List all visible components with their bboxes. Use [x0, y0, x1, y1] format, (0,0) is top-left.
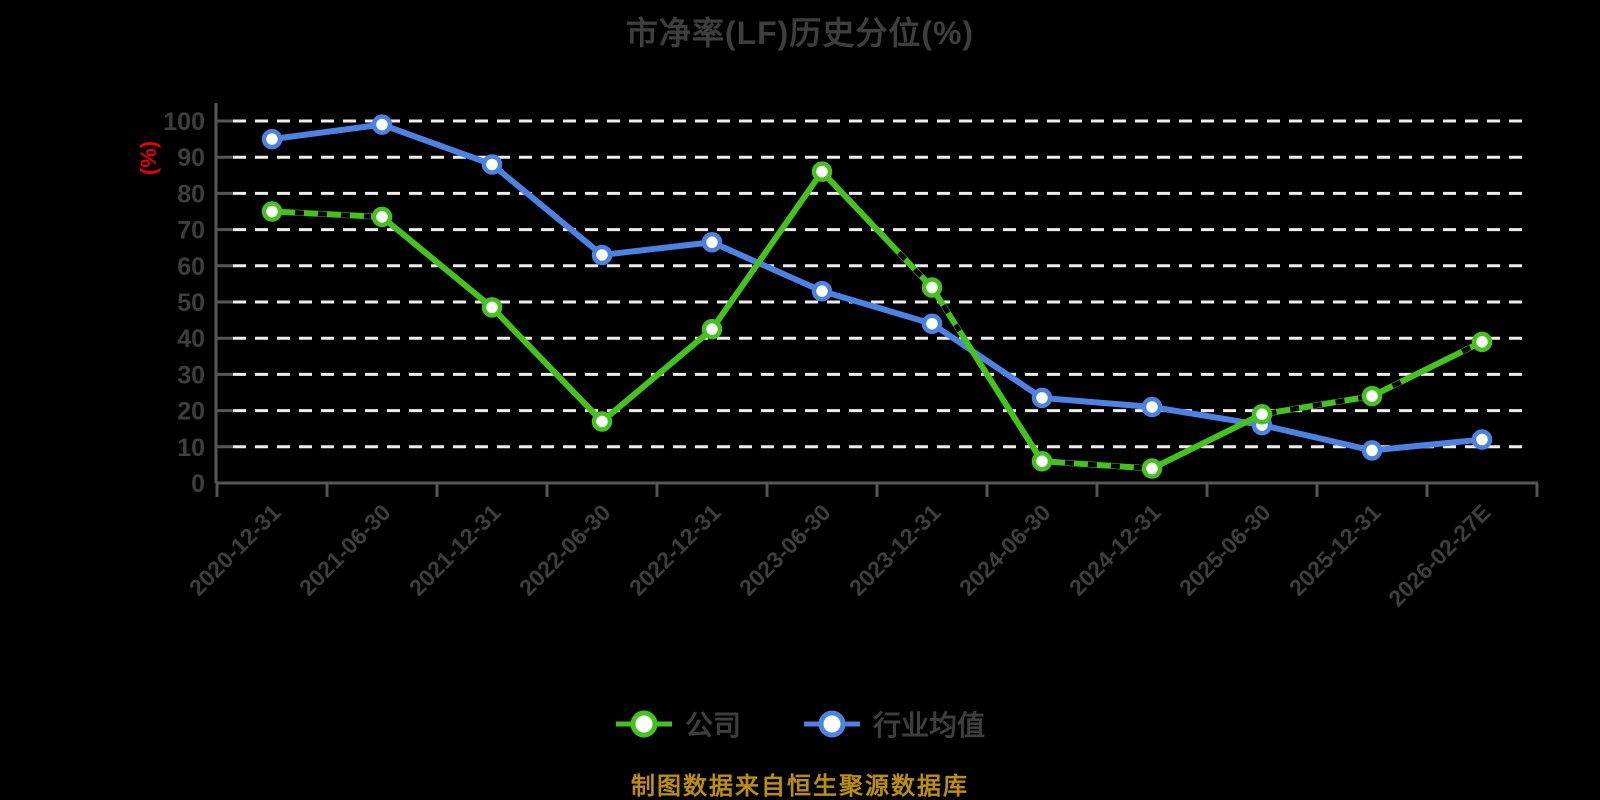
data-point-company — [1031, 451, 1053, 472]
x-tick-label: 2021-06-30 — [294, 499, 396, 601]
x-tick-label: 2023-06-30 — [734, 499, 836, 601]
data-point-industry-average — [591, 244, 613, 266]
series-dash-overlay-company — [1267, 394, 1367, 416]
data-point-industry-average — [1031, 387, 1053, 409]
data-point-industry-average — [261, 128, 283, 150]
legend-item-company: 公司 — [615, 704, 741, 744]
data-point-industry-average — [811, 280, 833, 302]
y-tick-label: 40 — [177, 325, 205, 353]
series-dash-overlay-company — [271, 209, 372, 219]
data-point-company — [591, 411, 613, 432]
data-point-industry-average — [1471, 429, 1493, 450]
y-tick-label: 60 — [177, 253, 205, 281]
data-point-company — [481, 297, 503, 318]
x-tick-label: 2022-06-30 — [514, 499, 616, 601]
y-tick-label: 90 — [177, 144, 205, 172]
data-point-industry-average — [921, 313, 943, 334]
x-tick-label: 2020-12-31 — [184, 499, 286, 601]
x-tick-label: 2021-12-31 — [404, 499, 506, 601]
data-point-company — [261, 201, 283, 222]
legend-item-industry-average: 行业均值 — [803, 704, 985, 744]
series-line-company — [269, 168, 1485, 472]
data-point-company — [1251, 403, 1273, 425]
legend: 公司 行业均值 — [0, 704, 1600, 744]
x-tick-label: 2023-12-31 — [844, 499, 946, 601]
y-tick-label: 70 — [177, 217, 205, 245]
x-tick-label: 2025-06-30 — [1174, 499, 1276, 601]
legend-marker-industry-average — [804, 710, 860, 738]
y-axis-unit-label: (%) — [136, 141, 161, 175]
y-tick-label: 0 — [191, 470, 205, 498]
data-point-company — [701, 318, 723, 340]
data-point-industry-average — [481, 154, 503, 175]
y-tick-label: 30 — [177, 361, 205, 389]
data-source-note: 制图数据来自恒生聚源数据库 — [631, 773, 969, 800]
legend-marker-company — [615, 710, 672, 738]
data-point-industry-average — [1141, 396, 1163, 418]
data-point-company — [371, 206, 393, 228]
y-tick-label: 100 — [163, 108, 205, 136]
chart-title: 市净率(LF)历史分位(%) — [625, 15, 975, 51]
x-tick-label: 2026-02-27E — [1383, 499, 1495, 611]
y-tick-label: 20 — [177, 398, 205, 426]
x-tick-label: 2024-12-31 — [1064, 499, 1166, 601]
x-tick-label: 2022-12-31 — [624, 499, 726, 601]
series-dash-overlay-company — [1461, 339, 1484, 354]
legend-label-industry-average: 行业均值 — [873, 710, 986, 741]
data-point-industry-average — [1361, 440, 1383, 461]
series-line-industry-average — [269, 121, 1485, 454]
y-tick-label: 50 — [177, 289, 205, 317]
data-point-industry-average — [701, 232, 723, 253]
data-point-company — [921, 277, 943, 298]
y-tick-label: 80 — [177, 180, 205, 208]
data-point-company — [811, 161, 833, 182]
x-tick-label: 2024-06-30 — [954, 499, 1056, 601]
x-tick-label: 2025-12-31 — [1284, 499, 1386, 601]
y-tick-label: 10 — [177, 434, 205, 462]
data-point-company — [1361, 385, 1383, 407]
data-point-company — [1471, 331, 1493, 353]
data-point-company — [1141, 458, 1163, 479]
data-point-industry-average — [371, 114, 393, 135]
legend-label-company: 公司 — [684, 710, 741, 741]
